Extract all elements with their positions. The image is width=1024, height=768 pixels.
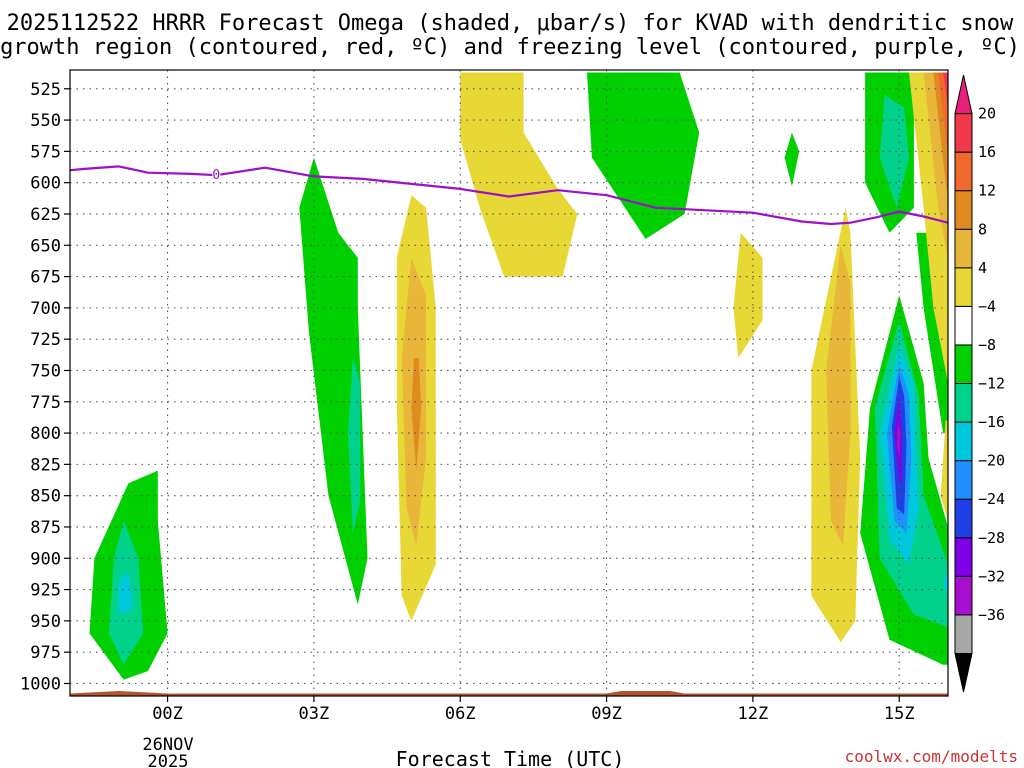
omega-region-7 (411, 358, 422, 471)
x-tick-label-03Z: 03Z (299, 704, 330, 724)
colorbar-segment-7 (954, 383, 973, 423)
chart-title-line1: 2025112522 HRRR Forecast Omega (shaded, … (7, 11, 1014, 36)
y-tick-label-850: 850 (30, 487, 61, 507)
colorbar-segment-11 (954, 228, 973, 269)
y-tick-label-875: 875 (30, 518, 61, 538)
chart-title-line2: growth region (contoured, red, ºC) and f… (0, 35, 1020, 60)
colorbar-label-1: 16 (978, 143, 996, 161)
colorbar-segment-1 (954, 614, 973, 654)
x-axis: 00Z 03Z 06Z 09Z 12Z 15Z (152, 696, 915, 724)
colorbar-label-7: −12 (978, 375, 1005, 393)
colorbar-segment-2 (954, 575, 973, 616)
y-tick-label-925: 925 (30, 581, 61, 601)
colorbar-label-0: 20 (978, 105, 996, 123)
omega-region-22 (896, 420, 901, 459)
y-tick-label-1000: 1000 (20, 674, 61, 694)
colorbar-label-9: −20 (978, 452, 1005, 470)
colorbar-segment-5 (954, 460, 973, 500)
omega-region-8 (460, 72, 578, 277)
colorbar-segment-6 (954, 421, 973, 462)
colorbar-segment-8 (954, 344, 973, 384)
y-tick-label-525: 525 (30, 80, 61, 100)
y-tick-label-950: 950 (30, 612, 61, 632)
y-tick-label-550: 550 (30, 111, 61, 131)
y-axis: 525 550 575 600 625 650 675 700 725 750 775 800 825 8… (20, 80, 70, 694)
colorbar-label-5: −4 (978, 297, 996, 315)
y-tick-label-650: 650 (30, 236, 61, 256)
omega-region-3 (299, 157, 368, 605)
x-tick-label-00Z: 00Z (152, 704, 183, 724)
y-tick-label-775: 775 (30, 393, 61, 413)
colorbar-label-6: −8 (978, 336, 996, 354)
freezing-level-label-bg (212, 166, 221, 181)
omega-region-23 (943, 570, 948, 596)
colorbar-segment-4 (954, 498, 973, 539)
y-tick-label-900: 900 (30, 549, 61, 569)
x-date-label: 26NOV (142, 735, 193, 755)
omega-region-15 (879, 95, 909, 208)
freezing-level-contours: 0 (70, 165, 948, 226)
colorbar-segment-12 (954, 190, 973, 230)
omega-region-13 (826, 245, 851, 546)
x-tick-label-06Z: 06Z (445, 704, 476, 724)
terrain-surface (70, 691, 948, 696)
y-tick-label-625: 625 (30, 205, 61, 225)
colorbar-label-2: 12 (978, 182, 996, 200)
colorbar-segment-9 (954, 305, 973, 346)
x-tick-label-09Z: 09Z (591, 704, 622, 724)
y-tick-label-725: 725 (30, 330, 61, 350)
y-tick-label-825: 825 (30, 455, 61, 475)
colorbar-label-11: −28 (978, 529, 1005, 547)
y-tick-label-600: 600 (30, 174, 61, 194)
y-tick-label-975: 975 (30, 643, 61, 663)
omega-region-29 (943, 72, 948, 108)
colorbar: 20 16 12 8 4 −4 −8 −12 −16 −20 −24 −28 −32 −36 (954, 74, 1005, 693)
y-tick-label-675: 675 (30, 268, 61, 288)
colorbar-label-10: −24 (978, 490, 1005, 508)
omega-region-2 (118, 570, 134, 615)
y-tick-label-700: 700 (30, 299, 61, 319)
colorbar-label-4: 4 (978, 259, 987, 277)
y-tick-label-575: 575 (30, 142, 61, 162)
source-credit: coolwx.com/modelts (845, 747, 1018, 766)
omega-region-28 (938, 72, 948, 158)
colorbar-segment-13 (954, 151, 973, 192)
freezing-level-label: 0 (212, 168, 220, 183)
omega-region-9 (587, 72, 700, 239)
colorbar-label-13: −36 (978, 606, 1005, 624)
x-year-label: 2025 (148, 752, 189, 768)
x-tick-label-15Z: 15Z (884, 704, 915, 724)
omega-region-30 (940, 420, 948, 521)
omega-shading (70, 72, 948, 696)
plot-frame (69, 69, 949, 697)
colorbar-segment-15 (954, 74, 973, 115)
y-tick-label-750: 750 (30, 361, 61, 381)
y-tick-label-800: 800 (30, 424, 61, 444)
colorbar-label-3: 8 (978, 220, 987, 238)
omega-region-10 (784, 132, 800, 187)
freezing-level-line (70, 165, 948, 226)
x-axis-title: Forecast Time (UTC) (396, 747, 625, 768)
colorbar-segment-10 (954, 267, 973, 307)
colorbar-label-12: −32 (978, 567, 1005, 585)
colorbar-segment-14 (954, 113, 973, 153)
x-tick-label-12Z: 12Z (738, 704, 769, 724)
colorbar-label-8: −16 (978, 413, 1005, 431)
omega-region-11 (733, 232, 763, 358)
colorbar-segment-3 (954, 537, 973, 577)
